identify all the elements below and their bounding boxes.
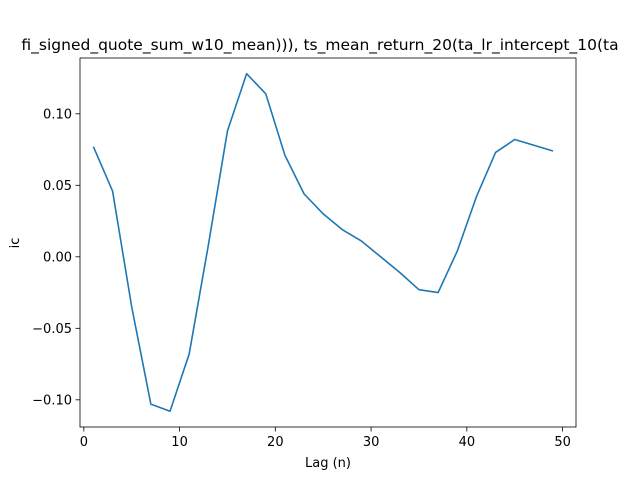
x-tick-label: 30	[363, 435, 380, 450]
y-tick-label: 0.05	[43, 179, 72, 194]
x-axis-ticks: 0 10 20 30 40 50	[80, 427, 571, 450]
y-tick-label: 0.00	[43, 250, 72, 265]
x-tick-label: 20	[267, 435, 284, 450]
x-tick-label: 40	[459, 435, 476, 450]
x-tick-label: 10	[171, 435, 188, 450]
y-tick-label: −0.05	[32, 322, 72, 337]
axes-frame	[79, 57, 577, 428]
x-tick-label: 50	[554, 435, 571, 450]
chart-title: fi_signed_quote_sum_w10_mean))), ts_mean…	[21, 36, 618, 55]
plot-area	[92, 72, 554, 413]
y-axis-label: ic	[8, 238, 23, 249]
x-axis-label: Lag (n)	[305, 456, 351, 471]
y-axis-ticks: −0.10 −0.05 0.00 0.05 0.10	[32, 107, 80, 408]
y-tick-label: 0.10	[43, 107, 72, 122]
y-tick-label: −0.10	[32, 393, 72, 408]
x-tick-label: 0	[80, 435, 88, 450]
series-line-0	[92, 72, 554, 413]
